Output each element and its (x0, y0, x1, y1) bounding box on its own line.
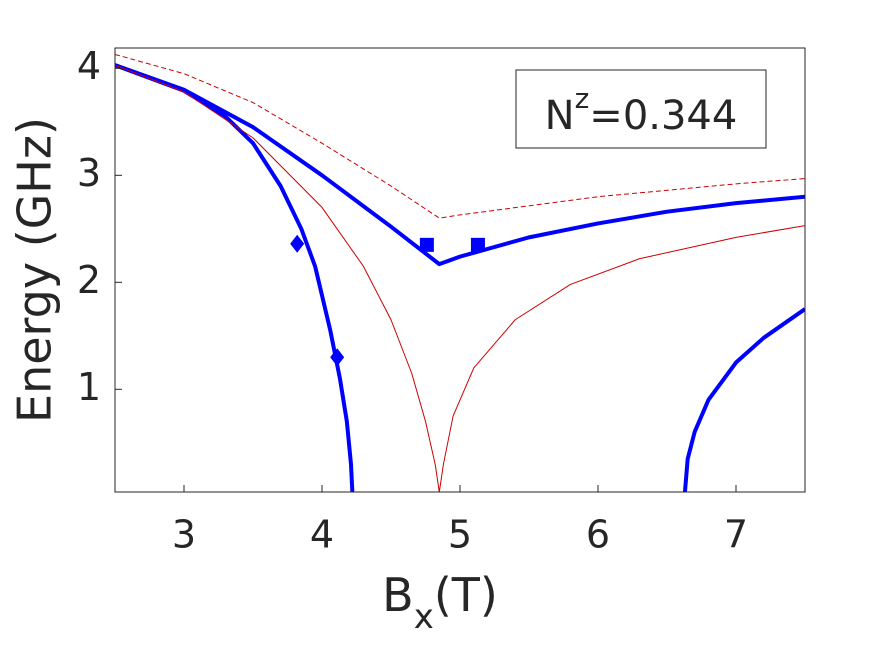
x-tick-label: 7 (724, 513, 748, 557)
x-tick-label: 6 (586, 513, 610, 557)
series-line (115, 63, 355, 492)
series-line (115, 64, 805, 492)
annotation-box (515, 69, 767, 149)
x-tick-label: 5 (448, 513, 472, 557)
series-line (115, 63, 805, 267)
square-marker (419, 237, 434, 252)
y-tick-label: 4 (77, 44, 101, 88)
x-axis-label: Bx(T) (382, 568, 498, 637)
series-group (115, 53, 805, 492)
series-line (682, 307, 805, 492)
series-line (115, 53, 805, 219)
x-tick-label: 3 (172, 513, 196, 557)
x-tick-label: 4 (310, 513, 334, 557)
y-tick-label: 1 (77, 365, 101, 409)
y-tick-label: 3 (77, 151, 101, 195)
plot-area (115, 53, 805, 492)
y-axis-label: Energy (GHz) (8, 117, 62, 423)
diamond-marker (290, 234, 305, 253)
annotation: Nz=0.344 (545, 82, 738, 139)
y-tick-label: 2 (77, 258, 101, 302)
diamond-marker (330, 348, 345, 367)
square-marker (470, 237, 485, 252)
